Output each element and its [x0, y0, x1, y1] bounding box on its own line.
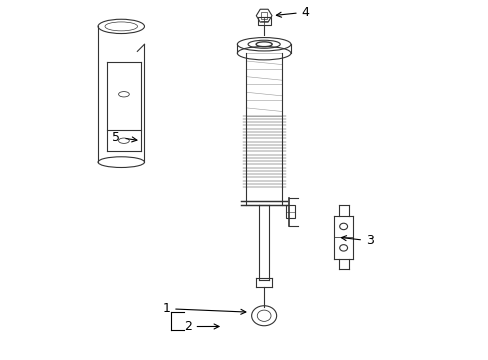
Text: 1: 1 [162, 302, 245, 315]
Text: 5: 5 [112, 131, 137, 144]
Text: 2: 2 [183, 320, 219, 333]
Text: 3: 3 [341, 234, 373, 247]
Text: 4: 4 [276, 6, 309, 19]
